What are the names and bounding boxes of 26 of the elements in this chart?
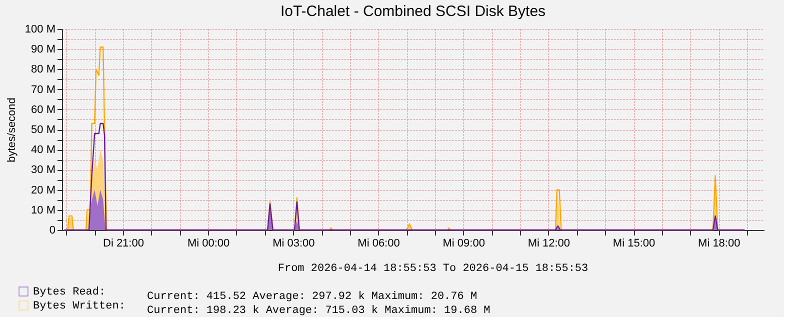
x-tick-label: Mi 03:00 [272,238,315,250]
x-tick-label: Mi 15:00 [612,238,656,250]
legend-label: Bytes Written: [33,300,126,312]
y-tick-label: 50 M [31,124,56,136]
y-tick-label: 30 M [31,164,56,176]
y-tick-label: 20 M [31,184,56,196]
y-tick-label: 40 M [31,144,56,156]
y-tick-label: 10 M [31,204,56,216]
text: From 2026-04-14 18:55:53 To 2026-04-15 18:55:53 [278,263,588,275]
chart-title: IoT-Chalet - Combined SCSI Disk Bytes [280,3,546,20]
y-tick-label: 90 M [31,44,56,56]
y-axis-title: bytes/second [6,98,18,162]
x-tick-label: Mi 18:00 [698,238,740,250]
text: Current: 415.52 Average: 297.92 k Maximum: 20.76 M [147,291,478,303]
y-tick-label: 80 M [31,64,56,76]
y-tick-label: 100 M [24,24,56,36]
y-tick-label: 60 M [31,104,56,116]
x-tick-label: Mi 00:00 [187,238,230,250]
y-tick-label: 70 M [31,84,56,96]
x-tick-label: Mi 09:00 [442,238,485,250]
x-tick-label: Mi 12:00 [528,238,570,250]
legend-label: Bytes Read: [33,286,106,298]
text: Current: 198.23 k Average: 715.03 k Maximum: 19.68 M [147,305,490,317]
x-tick-label: Mi 06:00 [358,238,400,250]
y-tick-label: 0 [49,224,56,236]
x-tick-label: Di 21:00 [102,238,144,250]
